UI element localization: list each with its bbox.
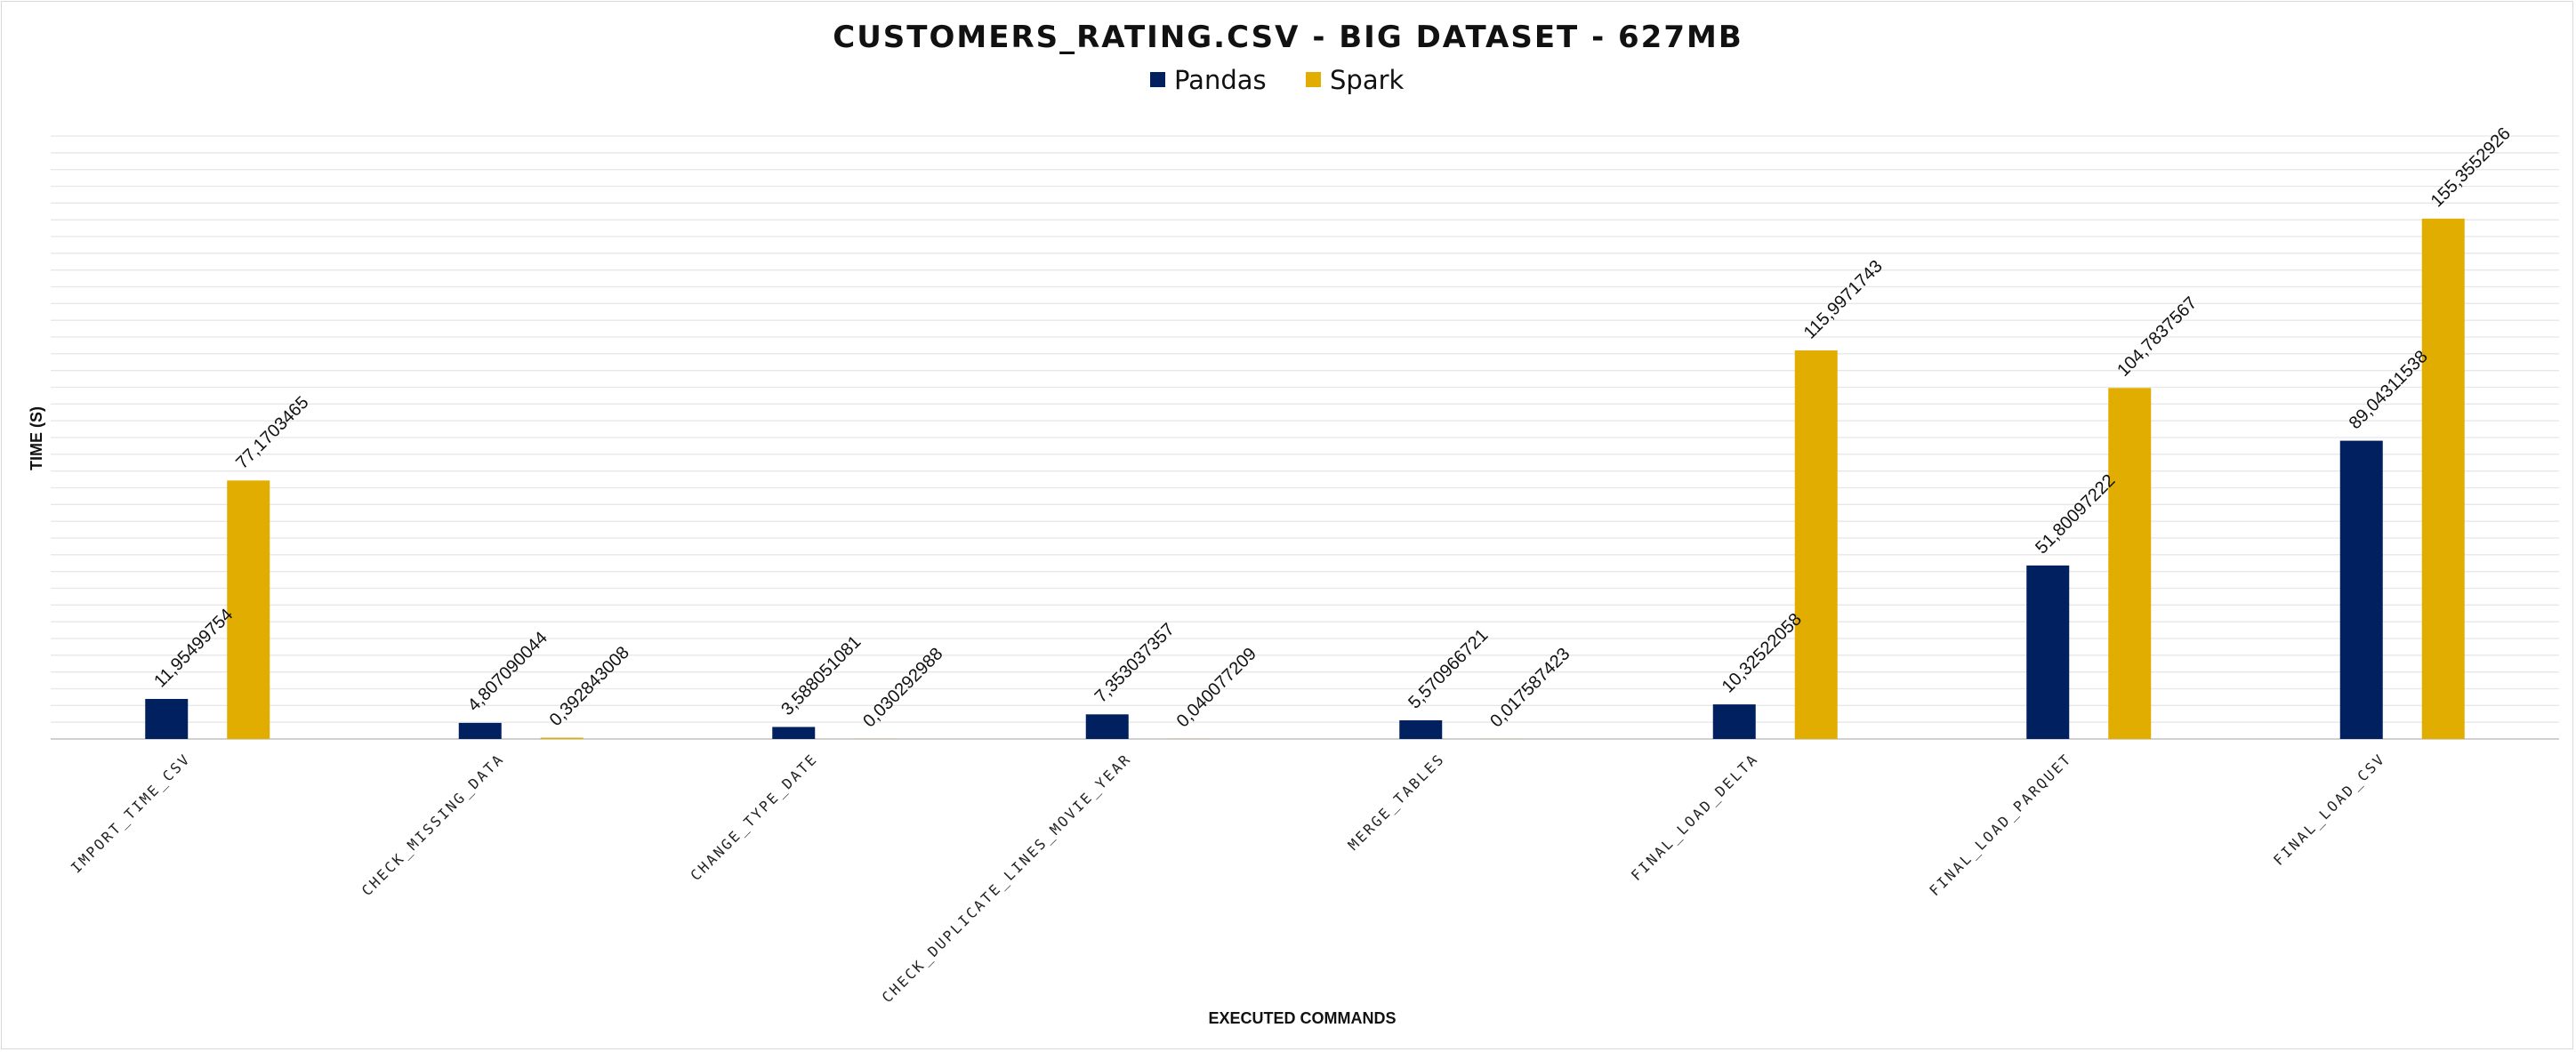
x-axis-title: EXECUTED COMMANDS (1208, 1009, 1396, 1027)
data-labels: 11,9549975477,17034654,8070900440,392843… (150, 124, 2515, 731)
category-label: CHECK_DUPLICATE_LINES_MOVIE_YEAR (879, 750, 1135, 1006)
data-label-spark: 0,030292988 (859, 644, 946, 731)
legend-label-pandas: Pandas (1174, 65, 1267, 95)
data-label-pandas: 10,32522058 (1719, 609, 1806, 696)
legend: Pandas Spark (1150, 65, 1405, 95)
data-label-spark: 77,1703465 (232, 393, 312, 473)
bar-spark (227, 480, 270, 739)
category-label: CHANGE_TYPE_DATE (687, 750, 821, 884)
bars (145, 218, 2465, 740)
bar-pandas (458, 722, 502, 739)
bar-spark (2108, 388, 2152, 739)
data-label-spark: 0,040077209 (1173, 644, 1260, 731)
bar-pandas (145, 698, 189, 739)
category-label: FINAL_LOAD_CSV (2270, 750, 2389, 869)
bar-spark (540, 737, 584, 739)
category-labels: IMPORT_TIME_CSV CHECK_MISSING_DATA CHANGE_… (68, 750, 2389, 1006)
category-label: CHECK_MISSING_DATA (358, 750, 508, 899)
data-label-pandas: 7,353037357 (1091, 620, 1179, 707)
bar-pandas (1712, 704, 1756, 739)
data-label-spark: 155,3552926 (2427, 124, 2515, 211)
bar-pandas (2339, 440, 2383, 739)
bar-pandas (772, 727, 816, 739)
bar-pandas (1085, 714, 1129, 739)
category-label: IMPORT_TIME_CSV (68, 750, 194, 876)
data-label-pandas: 51,80097222 (2032, 470, 2119, 558)
legend-swatch-pandas (1150, 72, 1165, 87)
data-label-spark: 0,017587423 (1486, 644, 1574, 731)
category-label: FINAL_LOAD_DELTA (1628, 750, 1762, 884)
chart-title: CUSTOMERS_RATING.CSV - BIG DATASET - 627… (833, 20, 1743, 55)
bar-spark (2421, 218, 2465, 740)
gridlines (51, 135, 2559, 723)
bar-pandas (2026, 565, 2070, 739)
y-axis-title: TIME (S) (28, 406, 45, 470)
bar-pandas (1399, 720, 1443, 739)
data-label-pandas: 11,95499754 (150, 605, 237, 691)
bar-spark (1794, 350, 1838, 739)
legend-swatch-spark (1306, 72, 1321, 87)
category-label: MERGE_TABLES (1345, 750, 1448, 853)
data-label-spark: 0,392843008 (546, 643, 633, 730)
legend-label-spark: Spark (1330, 65, 1405, 95)
data-label-pandas: 3,588051081 (777, 632, 865, 719)
category-label: FINAL_LOAD_PARQUET (1926, 750, 2075, 899)
